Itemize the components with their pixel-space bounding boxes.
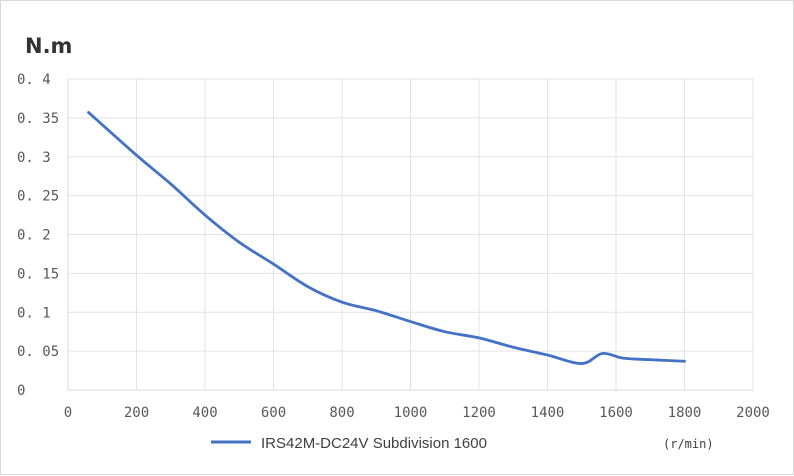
- y-tick-label: 0: [17, 383, 25, 399]
- y-tick-label: 0. 1: [17, 305, 51, 321]
- x-tick-label: 200: [124, 405, 149, 421]
- x-tick-label: 1800: [668, 405, 702, 421]
- x-tick-label: 1600: [599, 405, 633, 421]
- x-tick-label: 1400: [531, 405, 565, 421]
- y-tick-label: 0. 25: [17, 189, 59, 205]
- x-tick-label: 0: [64, 405, 72, 421]
- x-tick-label: 1200: [462, 405, 496, 421]
- y-tick-label: 0. 15: [17, 266, 59, 282]
- x-tick-label: 800: [329, 405, 354, 421]
- y-tick-label: 0. 4: [17, 72, 51, 88]
- y-axis-label: N.m: [25, 34, 72, 58]
- y-tick-label: 0. 05: [17, 344, 59, 360]
- x-tick-label: 1000: [394, 405, 428, 421]
- x-tick-label: 600: [261, 405, 286, 421]
- x-tick-label: 400: [192, 405, 217, 421]
- legend-label: IRS42M-DC24V Subdivision 1600: [261, 435, 487, 452]
- x-axis-label: (r/min): [663, 437, 714, 451]
- y-tick-label: 0. 2: [17, 228, 51, 244]
- series-line: [87, 111, 686, 365]
- y-tick-label: 0. 3: [17, 150, 51, 166]
- y-tick-label: 0. 35: [17, 111, 59, 127]
- x-tick-label: 2000: [736, 405, 770, 421]
